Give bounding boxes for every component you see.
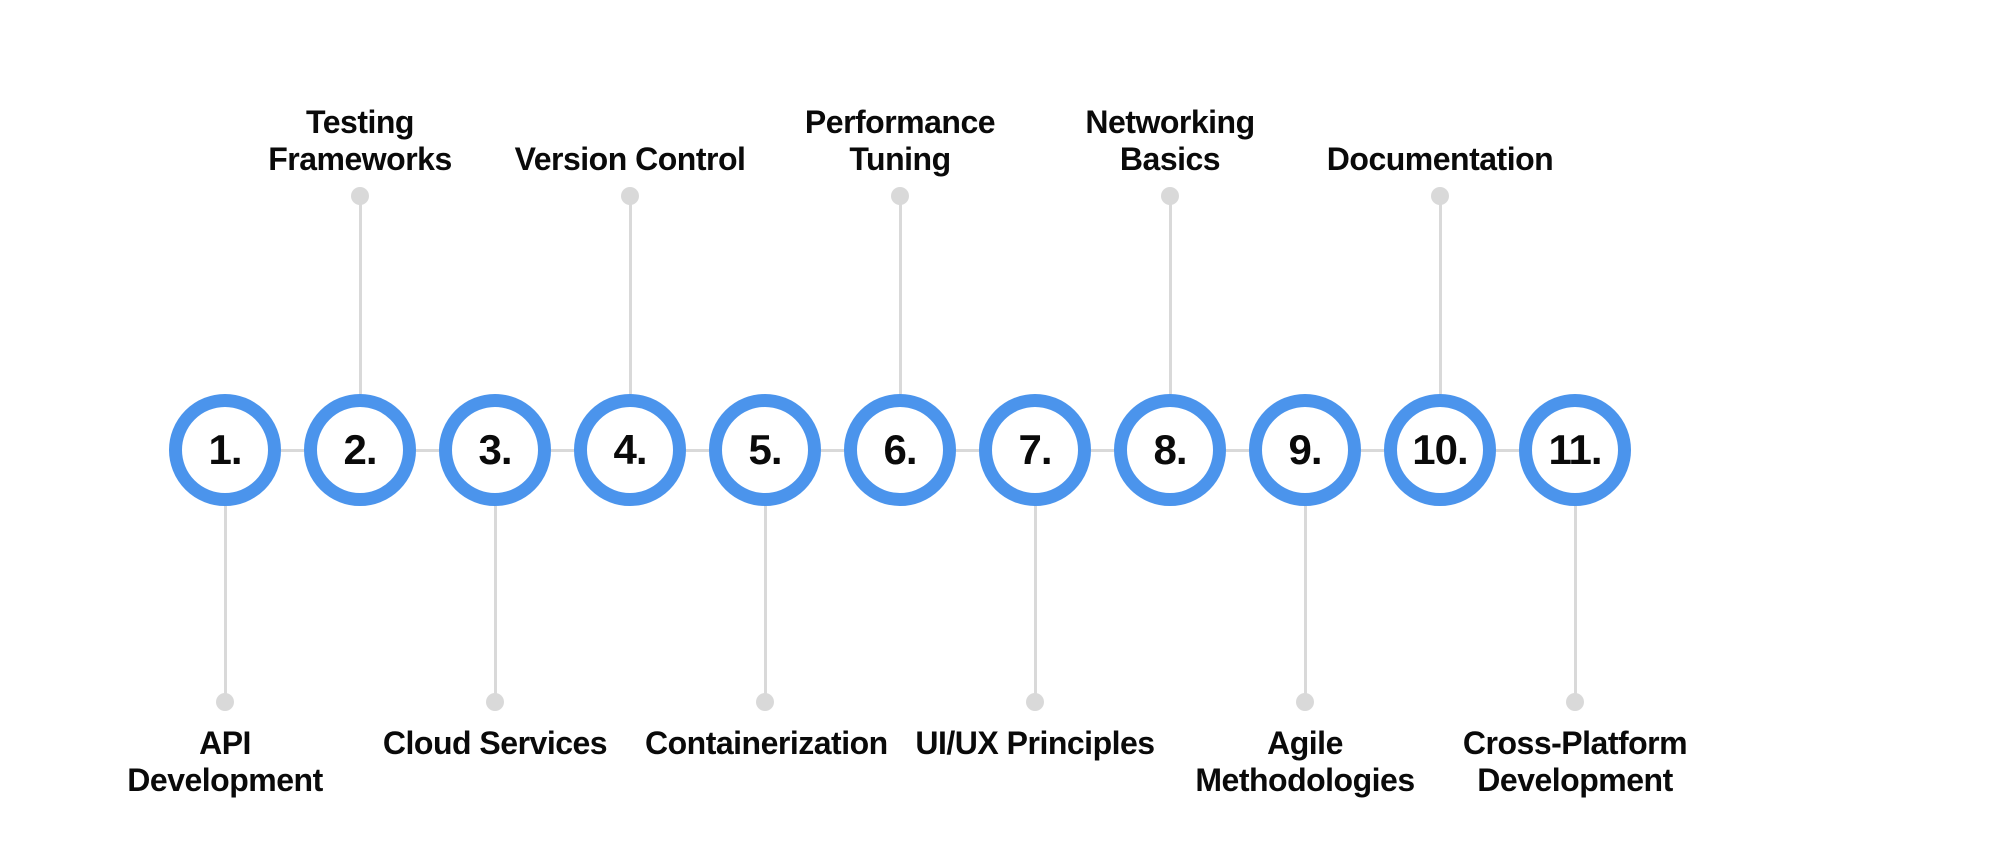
horizontal-connector xyxy=(821,449,844,452)
vertical-connector xyxy=(224,506,227,702)
vertical-connector xyxy=(1574,506,1577,702)
connector-dot xyxy=(351,187,369,205)
vertical-connector xyxy=(359,196,362,394)
vertical-connector xyxy=(764,506,767,702)
node-number: 8. xyxy=(1153,426,1186,474)
node-number: 7. xyxy=(1018,426,1051,474)
timeline-node: 1. xyxy=(169,394,281,506)
horizontal-connector xyxy=(686,449,709,452)
node-number: 3. xyxy=(478,426,511,474)
connector-dot xyxy=(1431,187,1449,205)
node-label: Version Control xyxy=(510,141,750,178)
node-label: Containerization xyxy=(645,725,885,762)
node-label: UI/UX Principles xyxy=(915,725,1155,762)
vertical-connector xyxy=(1304,506,1307,702)
node-number: 2. xyxy=(343,426,376,474)
connector-dot xyxy=(1026,693,1044,711)
timeline-node: 11. xyxy=(1519,394,1631,506)
node-label: Testing Frameworks xyxy=(240,104,480,178)
horizontal-connector xyxy=(1496,449,1519,452)
node-number: 9. xyxy=(1288,426,1321,474)
connector-dot xyxy=(1296,693,1314,711)
timeline-node: 10. xyxy=(1384,394,1496,506)
horizontal-connector xyxy=(1226,449,1249,452)
node-number: 10. xyxy=(1412,426,1467,474)
timeline-node: 2. xyxy=(304,394,416,506)
connector-dot xyxy=(756,693,774,711)
vertical-connector xyxy=(629,196,632,394)
connector-dot xyxy=(216,693,234,711)
timeline-node: 5. xyxy=(709,394,821,506)
timeline-diagram: 1. API Development 2. Testing Frameworks 3. C… xyxy=(0,0,2000,848)
node-number: 4. xyxy=(613,426,646,474)
horizontal-connector xyxy=(551,449,574,452)
node-label: Cloud Services xyxy=(375,725,615,762)
connector-dot xyxy=(1566,693,1584,711)
timeline-node: 6. xyxy=(844,394,956,506)
horizontal-connector xyxy=(956,449,979,452)
horizontal-connector xyxy=(416,449,439,452)
horizontal-connector xyxy=(1091,449,1114,452)
connector-dot xyxy=(1161,187,1179,205)
timeline-node: 4. xyxy=(574,394,686,506)
vertical-connector xyxy=(899,196,902,394)
timeline-node: 7. xyxy=(979,394,1091,506)
horizontal-connector xyxy=(1361,449,1384,452)
horizontal-connector xyxy=(281,449,304,452)
node-label: Agile Methodologies xyxy=(1185,725,1425,799)
node-number: 1. xyxy=(208,426,241,474)
node-label: API Development xyxy=(105,725,345,799)
node-label: Performance Tuning xyxy=(780,104,1020,178)
node-label: Cross-Platform Development xyxy=(1455,725,1695,799)
vertical-connector xyxy=(1169,196,1172,394)
node-number: 11. xyxy=(1548,426,1601,474)
vertical-connector xyxy=(1439,196,1442,394)
connector-dot xyxy=(891,187,909,205)
connector-dot xyxy=(621,187,639,205)
vertical-connector xyxy=(1034,506,1037,702)
vertical-connector xyxy=(494,506,497,702)
node-label: Documentation xyxy=(1320,141,1560,178)
connector-dot xyxy=(486,693,504,711)
node-label: Networking Basics xyxy=(1050,104,1290,178)
timeline-node: 9. xyxy=(1249,394,1361,506)
timeline-node: 8. xyxy=(1114,394,1226,506)
timeline-node: 3. xyxy=(439,394,551,506)
node-number: 5. xyxy=(748,426,781,474)
node-number: 6. xyxy=(883,426,916,474)
